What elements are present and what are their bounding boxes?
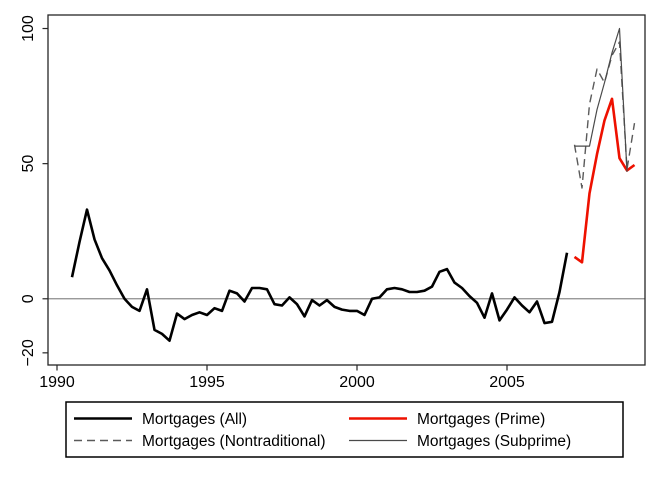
legend-box bbox=[65, 401, 624, 458]
plot-border bbox=[47, 14, 646, 366]
x-tick-label-1995: 1995 bbox=[189, 374, 225, 391]
series-line-mortgages-prime bbox=[573, 97, 636, 264]
series-line-mortgages-subprime bbox=[574, 27, 628, 172]
series-line-mortgages-all bbox=[70, 208, 569, 343]
legend-label-mortgages-nontraditional: Mortgages (Nontraditional) bbox=[142, 433, 326, 450]
legend-label-mortgages-all: Mortgages (All) bbox=[142, 411, 247, 428]
x-tick-label-2000: 2000 bbox=[339, 374, 375, 391]
y-tick-label--20: −20 bbox=[20, 339, 37, 366]
y-tick-label-50: 50 bbox=[20, 155, 37, 173]
series-line-mortgages-nontraditional bbox=[573, 41, 636, 189]
x-tick-label-1990: 1990 bbox=[39, 374, 75, 391]
legend-label-mortgages-subprime: Mortgages (Subprime) bbox=[417, 433, 571, 450]
x-tick-label-2005: 2005 bbox=[489, 374, 525, 391]
y-tick-label-100: 100 bbox=[20, 15, 37, 42]
y-tick-label-0: 0 bbox=[20, 294, 37, 303]
legend-label-mortgages-prime: Mortgages (Prime) bbox=[417, 411, 545, 428]
